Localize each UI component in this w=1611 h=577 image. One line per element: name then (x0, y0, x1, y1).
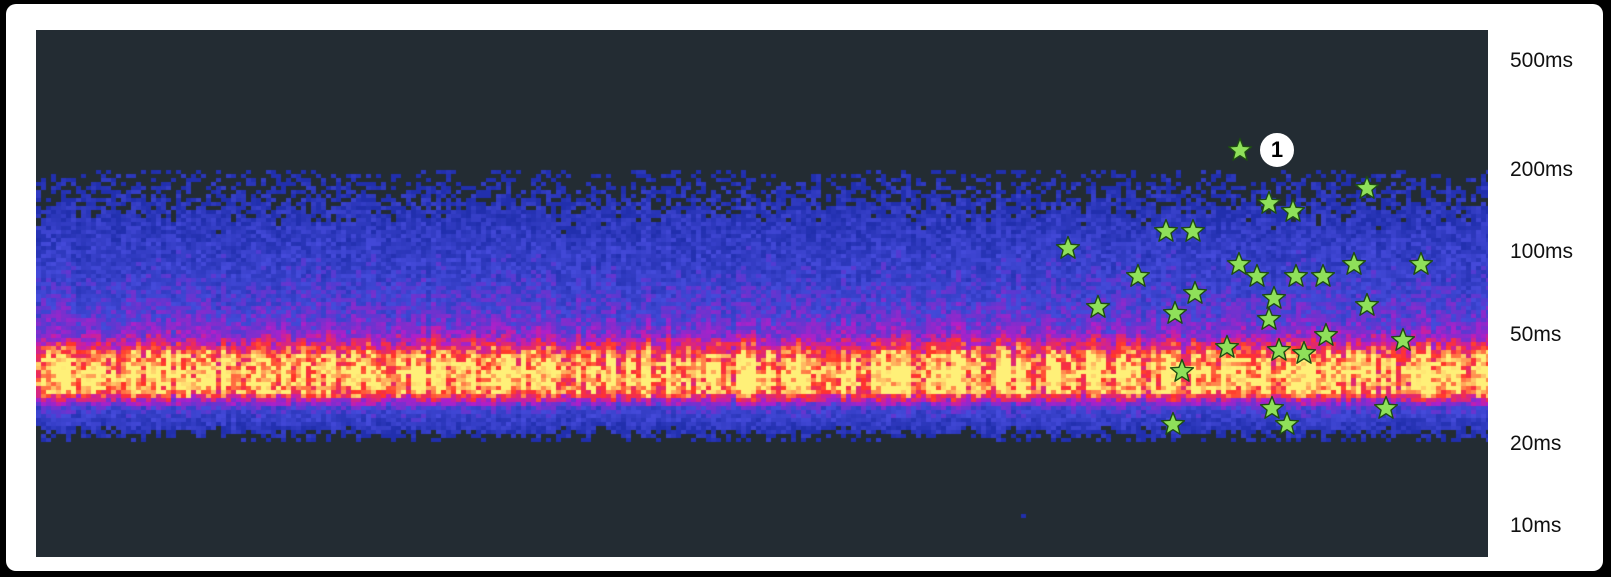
star-point[interactable] (1274, 411, 1300, 437)
star-point[interactable] (1182, 280, 1208, 306)
star-point[interactable] (1291, 340, 1317, 366)
star-point[interactable] (1266, 337, 1292, 363)
y-tick-label-100ms: 100ms (1510, 240, 1574, 264)
star-point[interactable] (1354, 292, 1380, 318)
y-tick-label-500ms: 500ms (1510, 49, 1574, 73)
chart-frame: 1 500ms 200ms 100ms 50ms 20ms 10ms (6, 4, 1603, 571)
star-point[interactable] (1125, 263, 1151, 289)
heatmap-plot-area[interactable]: 1 (36, 30, 1488, 557)
y-tick-label-50ms: 50ms (1510, 322, 1562, 346)
star-point[interactable] (1313, 322, 1339, 348)
star-point[interactable] (1180, 218, 1206, 244)
y-tick-label-20ms: 20ms (1510, 431, 1562, 455)
star-point[interactable] (1341, 251, 1367, 277)
star-point[interactable] (1055, 235, 1081, 261)
star-point[interactable] (1256, 306, 1282, 332)
star-point[interactable] (1261, 285, 1287, 311)
star-point[interactable] (1153, 218, 1179, 244)
star-point[interactable] (1283, 263, 1309, 289)
star-point[interactable] (1256, 190, 1282, 216)
star-point[interactable] (1226, 251, 1252, 277)
y-tick-label-10ms: 10ms (1510, 513, 1562, 537)
star-point[interactable] (1244, 263, 1270, 289)
star-point[interactable] (1408, 251, 1434, 277)
star-point[interactable] (1310, 263, 1336, 289)
annotation-marker[interactable]: 1 (1258, 131, 1296, 170)
latency-heatmap (36, 30, 1488, 557)
star-point[interactable] (1354, 175, 1380, 201)
star-point[interactable] (1259, 395, 1285, 421)
star-point[interactable] (1169, 358, 1195, 384)
star-point[interactable] (1227, 137, 1253, 163)
star-point[interactable] (1160, 411, 1186, 437)
star-point[interactable] (1390, 327, 1416, 353)
star-point[interactable] (1280, 198, 1306, 224)
star-point[interactable] (1162, 300, 1188, 326)
star-point[interactable] (1085, 294, 1111, 320)
star-point[interactable] (1373, 395, 1399, 421)
star-point[interactable] (1214, 334, 1240, 360)
y-tick-label-200ms: 200ms (1510, 158, 1574, 182)
